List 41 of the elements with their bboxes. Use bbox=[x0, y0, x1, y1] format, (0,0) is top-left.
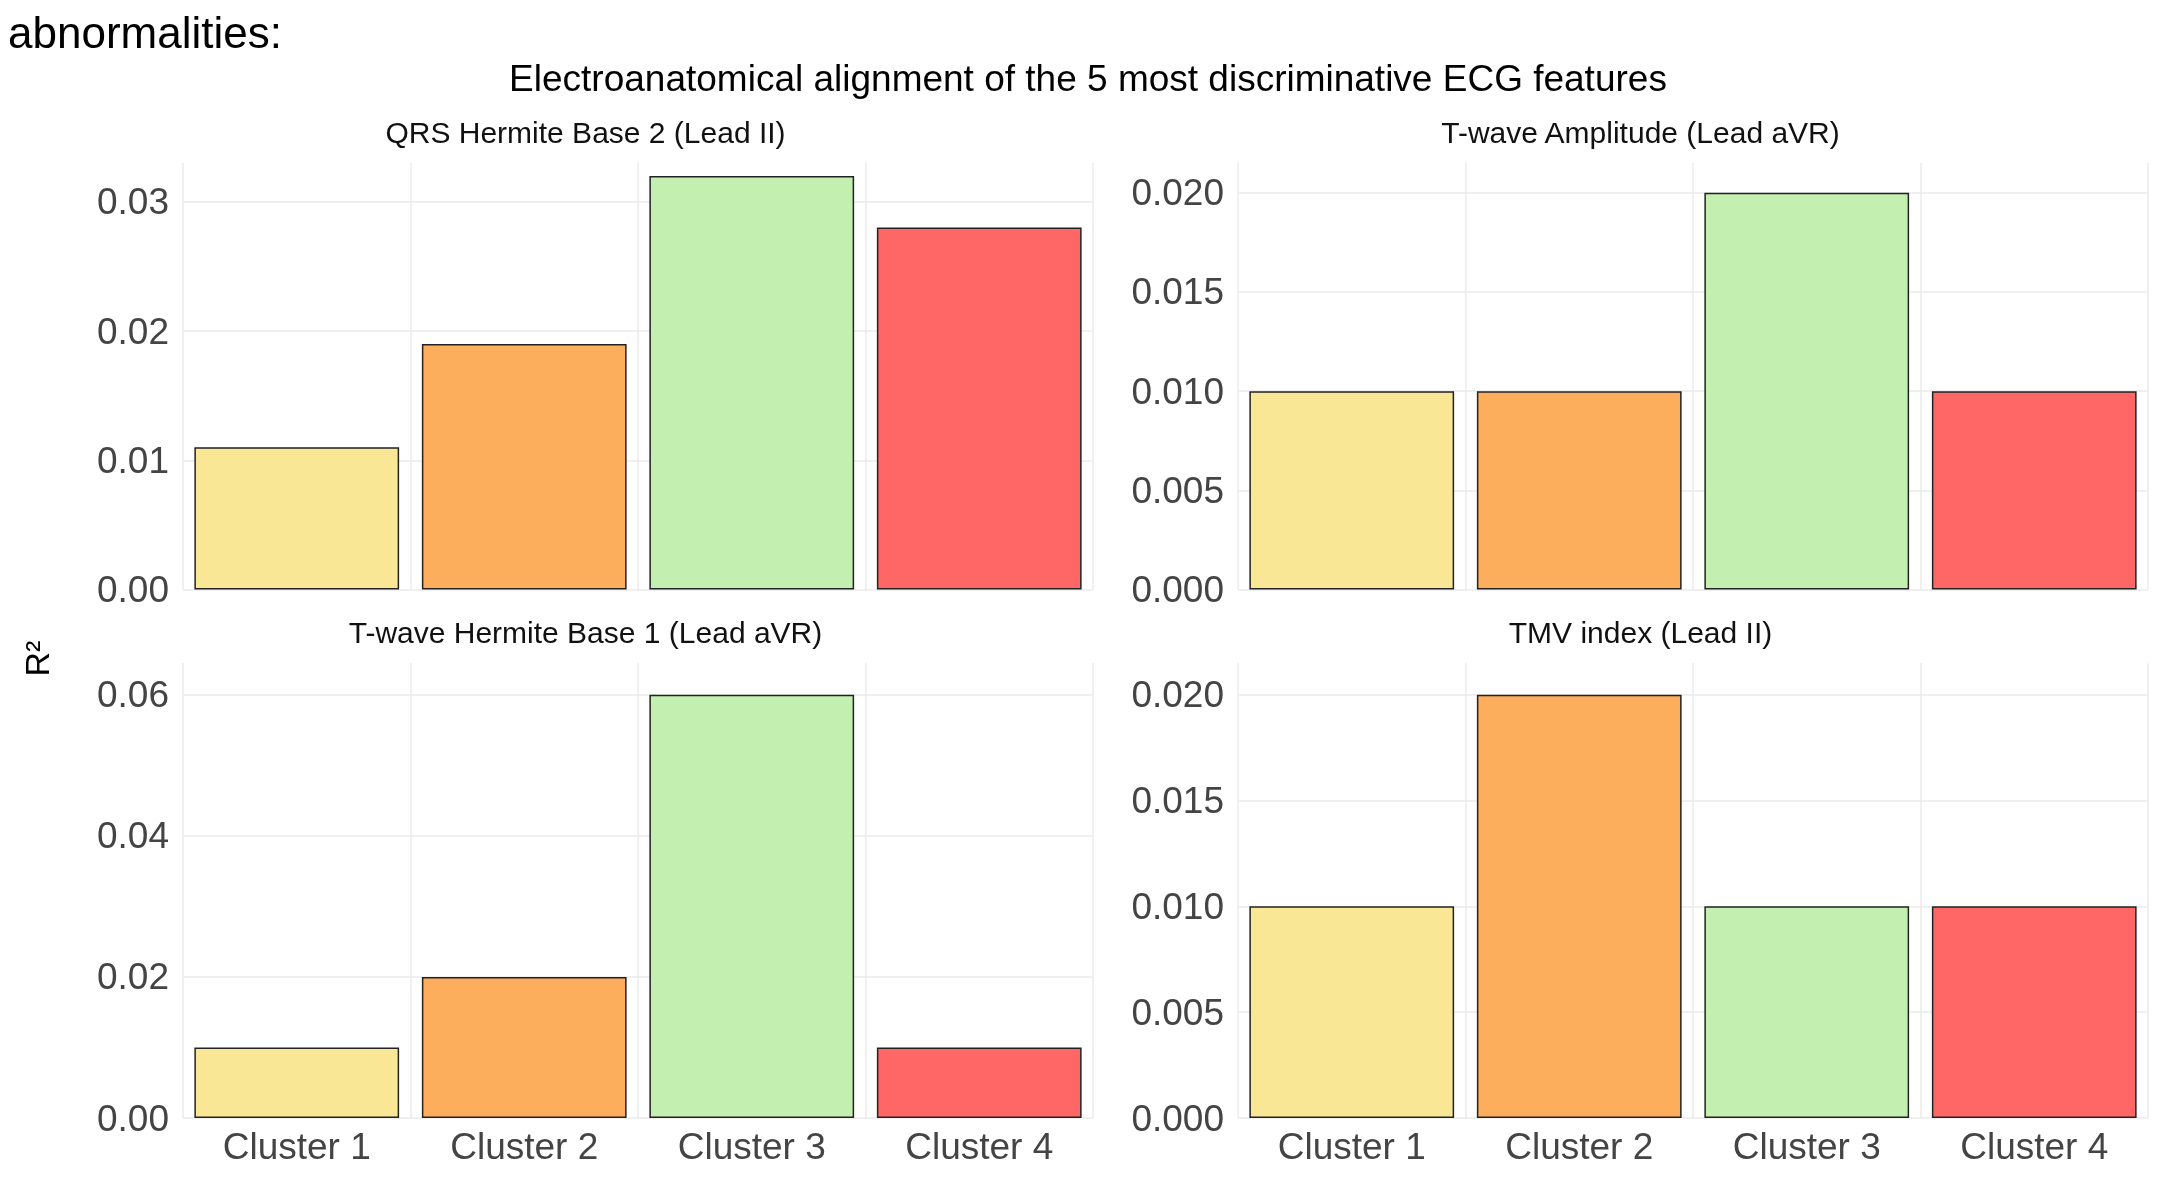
chart-title: T-wave Hermite Base 1 (Lead aVR) bbox=[348, 615, 823, 649]
y-tick-label: 0.020 bbox=[1131, 674, 1224, 716]
bar bbox=[194, 447, 400, 590]
x-tick-label: Cluster 2 bbox=[1505, 1126, 1654, 1167]
chart-title: TMV index (Lead II) bbox=[1508, 615, 1773, 649]
y-tick-label: 0.020 bbox=[1131, 172, 1224, 214]
y-tick-label: 0.005 bbox=[1131, 991, 1224, 1033]
y-axis-title: R² bbox=[18, 640, 58, 676]
x-tick-label: Cluster 2 bbox=[450, 1126, 599, 1167]
chart-title: QRS Hermite Base 2 (Lead II) bbox=[385, 115, 786, 149]
x-tick-label: Cluster 4 bbox=[905, 1126, 1054, 1167]
text: Electroanatomical alignment of the 5 most discriminative ECG features bbox=[508, 58, 1668, 100]
x-tick-label: Cluster 3 bbox=[1732, 1126, 1881, 1167]
y-tick-label: 0.000 bbox=[1131, 1097, 1224, 1139]
x-tick-label: Cluster 4 bbox=[1960, 1126, 2109, 1167]
bar bbox=[876, 227, 1082, 590]
y-tick-label: 0.000 bbox=[1131, 569, 1224, 610]
bar bbox=[876, 1047, 1082, 1118]
y-tick-label: 0.06 bbox=[96, 674, 169, 716]
bar bbox=[421, 343, 627, 590]
x-tick-label: Cluster 1 bbox=[1277, 1126, 1426, 1167]
y-tick-label: 0.010 bbox=[1131, 370, 1224, 412]
bar bbox=[649, 694, 855, 1118]
y-tick-label: 0.02 bbox=[96, 956, 169, 998]
y-tick-label: 0.02 bbox=[96, 310, 169, 352]
bar bbox=[649, 175, 855, 590]
y-tick-label: 0.00 bbox=[96, 1097, 169, 1139]
y-tick-label: 0.00 bbox=[96, 569, 169, 610]
chart-title: T-wave Amplitude (Lead aVR) bbox=[1441, 115, 1840, 149]
y-tick-label: 0.01 bbox=[96, 439, 169, 481]
x-tick-label: Cluster 1 bbox=[222, 1126, 371, 1167]
y-tick-label: 0.04 bbox=[96, 815, 169, 857]
y-tick-label: 0.015 bbox=[1131, 780, 1224, 822]
y-tick-label: 0.03 bbox=[96, 181, 169, 223]
y-tick-label: 0.005 bbox=[1131, 469, 1224, 511]
x-tick-label: Cluster 3 bbox=[677, 1126, 826, 1167]
y-tick-label: 0.010 bbox=[1131, 885, 1224, 927]
text: abnormalities: bbox=[8, 8, 282, 58]
y-tick-label: 0.015 bbox=[1131, 271, 1224, 313]
bar bbox=[421, 976, 627, 1118]
bar bbox=[194, 1047, 400, 1118]
